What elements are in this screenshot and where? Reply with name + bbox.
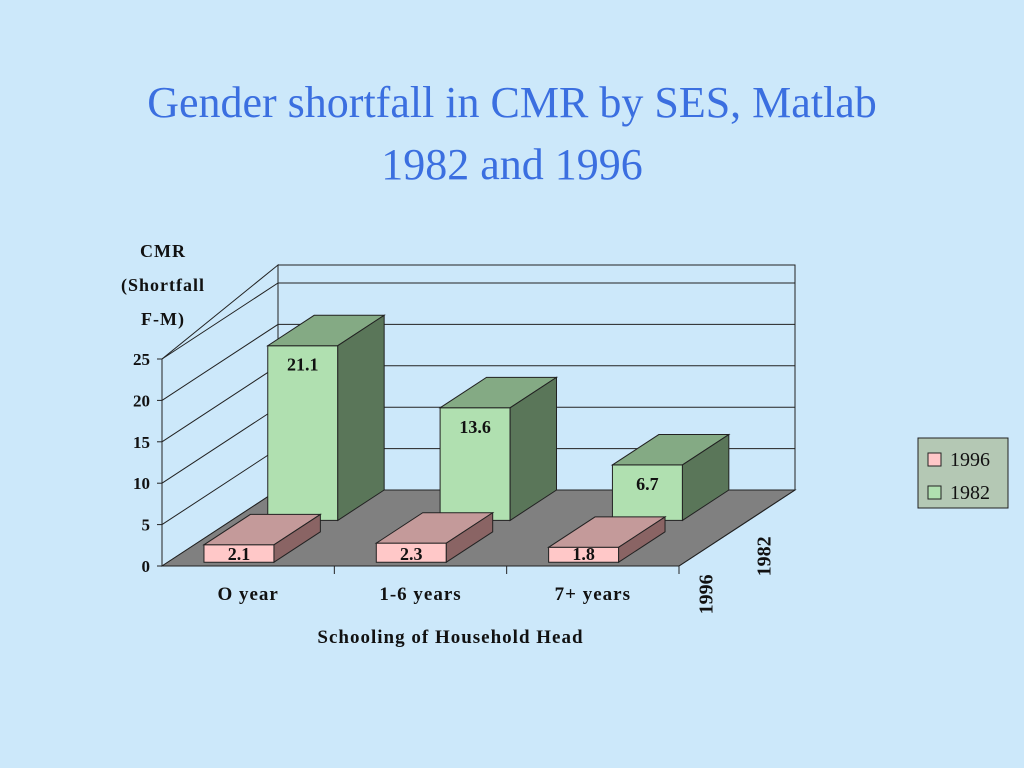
slide-title: Gender shortfall in CMR by SES, Matlab 1… bbox=[0, 72, 1024, 196]
data-label: 21.1 bbox=[287, 355, 319, 375]
x-tick-label: 1-6 years bbox=[379, 584, 461, 605]
y-tick-label: 0 bbox=[142, 557, 151, 576]
y-tick-label: 5 bbox=[142, 516, 151, 535]
y-tick-label: 10 bbox=[133, 474, 150, 493]
depth-tick-label: 1996 bbox=[696, 574, 718, 614]
data-label: 2.1 bbox=[228, 544, 251, 564]
data-label: 1.8 bbox=[572, 544, 595, 564]
x-tick-label: O year bbox=[217, 584, 278, 605]
y-axis-title-line: F-M) bbox=[141, 309, 185, 330]
bar-1996-side bbox=[445, 511, 494, 564]
bar-1996-side bbox=[618, 515, 666, 564]
legend-label: 1996 bbox=[950, 449, 990, 471]
legend-label: 1982 bbox=[950, 482, 990, 504]
y-axis-title-line: CMR bbox=[140, 241, 186, 261]
bar-1996-side bbox=[273, 513, 321, 564]
legend-swatch bbox=[927, 485, 942, 500]
x-tick-label: 7+ years bbox=[555, 584, 631, 605]
x-axis-title: Schooling of Household Head bbox=[317, 627, 583, 648]
bar-1982-side bbox=[337, 314, 385, 522]
depth-tick-label: 1982 bbox=[754, 536, 776, 576]
title-line-1: Gender shortfall in CMR by SES, Matlab bbox=[147, 78, 877, 127]
y-axis-title-line: (Shortfall bbox=[121, 275, 205, 296]
y-tick-label: 25 bbox=[133, 350, 150, 369]
title-line-2: 1982 and 1996 bbox=[381, 140, 643, 189]
depth-axis-line bbox=[678, 489, 796, 567]
data-label: 2.3 bbox=[400, 544, 423, 564]
bar-1982-side bbox=[681, 433, 730, 522]
data-label: 13.6 bbox=[459, 417, 491, 437]
bar-1982-side bbox=[509, 376, 557, 522]
data-label: 6.7 bbox=[636, 474, 659, 494]
y-tick-label: 20 bbox=[133, 391, 150, 410]
gridline bbox=[161, 323, 795, 401]
y-tick-label: 15 bbox=[133, 433, 150, 452]
gridline bbox=[161, 282, 795, 360]
legend-swatch bbox=[927, 452, 942, 467]
